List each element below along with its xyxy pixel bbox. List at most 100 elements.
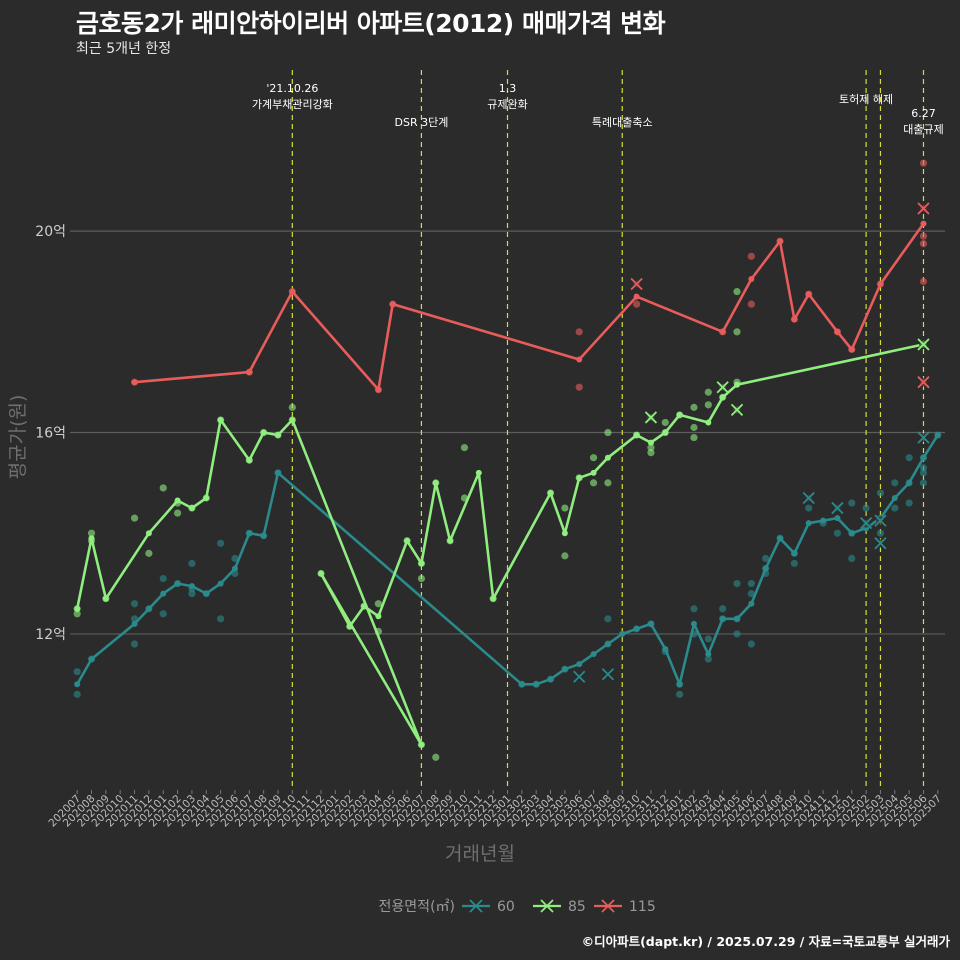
line-vertex-85 bbox=[633, 432, 640, 439]
data-point-85 bbox=[159, 484, 167, 492]
line-vertex-85 bbox=[361, 603, 368, 610]
data-point-115 bbox=[747, 300, 755, 308]
data-point-60 bbox=[73, 690, 81, 698]
line-vertex-115 bbox=[920, 220, 927, 227]
data-point-85 bbox=[561, 504, 569, 512]
data-point-60 bbox=[217, 539, 225, 547]
data-point-60 bbox=[733, 630, 741, 638]
data-point-60 bbox=[876, 489, 885, 497]
peak-marker-60 bbox=[917, 431, 930, 444]
line-vertex-85 bbox=[289, 416, 296, 423]
line-vertex-85 bbox=[561, 530, 568, 537]
data-point-85 bbox=[589, 454, 598, 462]
peak-marker-60 bbox=[601, 668, 615, 681]
line-vertex-60 bbox=[174, 580, 181, 587]
line-vertex-60 bbox=[662, 646, 669, 653]
line-vertex-85 bbox=[576, 474, 583, 481]
line-vertex-85 bbox=[662, 429, 669, 436]
data-point-60 bbox=[862, 504, 870, 512]
line-vertex-85 bbox=[676, 411, 683, 418]
data-point-85 bbox=[130, 514, 139, 522]
line-vertex-85 bbox=[217, 416, 224, 423]
line-vertex-60 bbox=[518, 681, 525, 688]
line-vertex-85 bbox=[145, 530, 152, 537]
line-vertex-60 bbox=[705, 651, 712, 658]
line-vertex-85 bbox=[260, 429, 267, 436]
line-vertex-85 bbox=[604, 454, 611, 461]
y-axis-title: 평균가(원) bbox=[7, 395, 29, 480]
line-vertex-85 bbox=[246, 457, 253, 464]
data-point-60 bbox=[848, 499, 856, 507]
y-axis-ticks: 12억 16억 20억 bbox=[35, 224, 66, 643]
legend-key-marker-115 bbox=[601, 899, 615, 913]
data-point-115 bbox=[919, 277, 928, 286]
line-vertex-115 bbox=[633, 293, 640, 300]
line-vertex-60 bbox=[791, 550, 798, 557]
peak-marker-85 bbox=[730, 403, 744, 417]
line-vertex-60 bbox=[88, 656, 95, 663]
line-vertex-60 bbox=[604, 640, 611, 647]
peak-marker-60 bbox=[874, 537, 887, 550]
data-point-60 bbox=[704, 655, 712, 663]
line-vertex-85 bbox=[88, 535, 95, 542]
data-point-60 bbox=[747, 640, 755, 648]
line-vertex-85 bbox=[102, 595, 109, 602]
data-point-85 bbox=[288, 403, 296, 411]
data-point-60 bbox=[762, 554, 770, 563]
data-point-85 bbox=[604, 428, 612, 437]
data-point-115 bbox=[632, 300, 641, 308]
line-vertex-60 bbox=[920, 454, 927, 461]
data-point-60 bbox=[790, 559, 798, 568]
series-115 bbox=[130, 159, 930, 394]
line-vertex-85 bbox=[418, 560, 425, 567]
peak-marker-60 bbox=[859, 517, 873, 530]
event-label: 토허제 해제 bbox=[839, 92, 893, 106]
line-vertex-115 bbox=[791, 316, 798, 323]
line-vertex-60 bbox=[891, 494, 898, 501]
y-tick-label: 20억 bbox=[35, 224, 66, 240]
line-vertex-85 bbox=[705, 419, 712, 426]
legend-label-85: 85 bbox=[568, 899, 586, 915]
source-caption: ©디아파트(dapt.kr) / 2025.07.29 / 자료=국토교통부 실… bbox=[581, 934, 950, 949]
data-point-85 bbox=[417, 574, 426, 583]
data-point-60 bbox=[130, 640, 139, 648]
line-vertex-85 bbox=[203, 494, 210, 501]
data-point-85 bbox=[733, 287, 741, 296]
line-vertex-60 bbox=[690, 620, 697, 627]
data-point-60 bbox=[891, 504, 899, 512]
data-point-60 bbox=[905, 499, 913, 507]
data-point-85 bbox=[690, 403, 698, 411]
data-point-60 bbox=[217, 615, 225, 623]
line-vertex-60 bbox=[533, 681, 540, 688]
line-vertex-60 bbox=[934, 432, 941, 439]
line-vertex-60 bbox=[246, 530, 253, 537]
peak-marker-115 bbox=[917, 376, 930, 389]
legend-label-115: 115 bbox=[629, 899, 656, 915]
line-vertex-85 bbox=[418, 741, 425, 748]
data-point-60 bbox=[130, 600, 139, 608]
data-point-115 bbox=[747, 252, 755, 260]
data-point-60 bbox=[159, 574, 167, 583]
line-vertex-115 bbox=[289, 288, 296, 295]
data-point-85 bbox=[690, 433, 698, 442]
peak-marker-85 bbox=[917, 338, 930, 351]
data-point-85 bbox=[173, 509, 182, 517]
line-vertex-115 bbox=[719, 328, 726, 335]
line-vertex-60 bbox=[777, 535, 784, 542]
line-vertex-115 bbox=[576, 356, 583, 363]
line-vertex-115 bbox=[805, 291, 812, 298]
x-axis-title: 거래년월 bbox=[445, 843, 515, 865]
event-label: 대출규제 bbox=[903, 123, 943, 136]
line-vertex-60 bbox=[734, 615, 741, 622]
data-point-60 bbox=[676, 690, 684, 698]
data-point-60 bbox=[188, 559, 196, 568]
line-vertex-60 bbox=[647, 620, 654, 627]
x-axis-ticks: 2020072020082020092020102020112020122021… bbox=[46, 790, 944, 829]
data-point-85 bbox=[145, 549, 153, 557]
data-point-115 bbox=[575, 383, 583, 391]
data-point-85 bbox=[661, 418, 669, 427]
data-point-60 bbox=[905, 454, 913, 462]
line-vertex-60 bbox=[748, 600, 755, 607]
line-vertex-60 bbox=[561, 666, 568, 673]
